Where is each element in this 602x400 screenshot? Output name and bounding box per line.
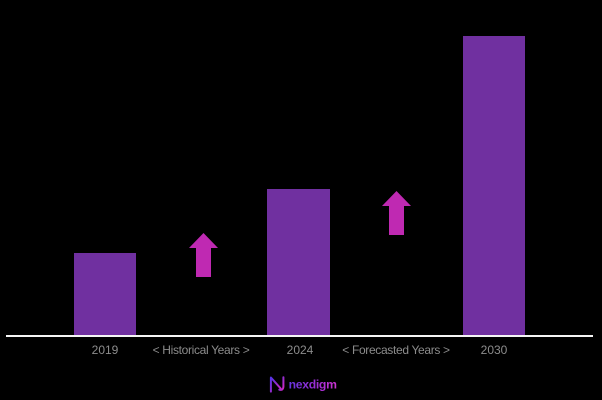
svg-text:nexdigm: nexdigm (289, 377, 337, 391)
